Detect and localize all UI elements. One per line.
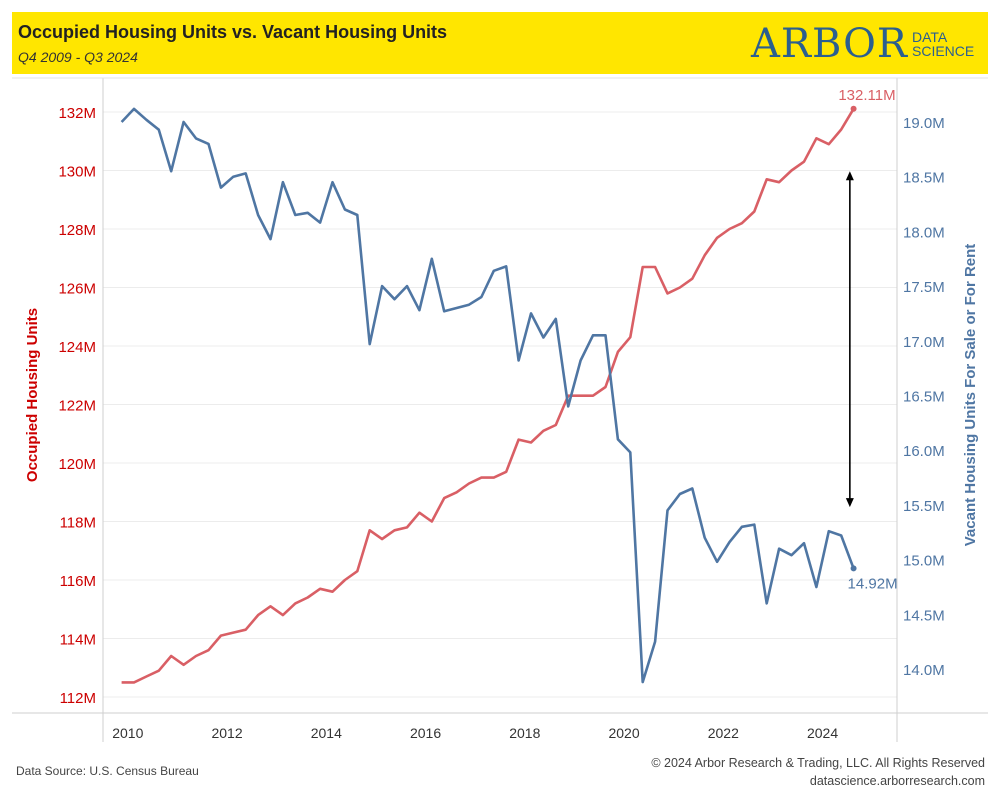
right-tick-label: 19.0M xyxy=(903,115,945,132)
x-tick-label: 2020 xyxy=(608,725,639,741)
logo-sub-line-2: SCIENCE xyxy=(912,43,975,59)
vacant-end-label: 14.92M xyxy=(848,575,898,592)
x-tick-label: 2010 xyxy=(112,725,143,741)
right-tick-label: 15.5M xyxy=(903,498,945,515)
footer-credits: © 2024 Arbor Research & Trading, LLC. Al… xyxy=(651,754,985,790)
left-tick-label: 132M xyxy=(58,105,96,122)
vacant-end-point xyxy=(850,565,857,572)
right-tick-label: 18.0M xyxy=(903,224,945,241)
left-tick-label: 118M xyxy=(60,515,96,532)
copyright-text: © 2024 Arbor Research & Trading, LLC. Al… xyxy=(651,756,985,770)
arbor-logo: ARBOR DATA SCIENCE xyxy=(751,20,978,66)
x-tick-label: 2024 xyxy=(807,725,838,741)
left-tick-label: 128M xyxy=(58,222,96,239)
right-tick-label: 17.5M xyxy=(903,279,945,296)
gap-arrow-head-top xyxy=(845,171,854,181)
logo-main-text: ARBOR xyxy=(750,21,908,67)
x-tick-label: 2022 xyxy=(708,725,739,741)
occupied-series-line xyxy=(121,108,855,684)
x-tick-label: 2012 xyxy=(211,725,242,741)
right-tick-label: 15.0M xyxy=(903,553,945,570)
left-tick-label: 116M xyxy=(60,573,96,590)
right-tick-label: 16.0M xyxy=(903,443,945,460)
gap-arrow-head-bottom xyxy=(845,498,854,508)
right-tick-label: 18.5M xyxy=(903,170,945,187)
left-tick-label: 126M xyxy=(58,281,96,298)
right-tick-label: 16.5M xyxy=(903,389,945,406)
occupied-end-label: 132.11M xyxy=(838,87,895,104)
left-tick-label: 114M xyxy=(60,632,96,649)
chart-subtitle: Q4 2009 - Q3 2024 xyxy=(18,49,138,65)
left-tick-label: 120M xyxy=(58,456,96,473)
gridlines xyxy=(103,111,897,698)
logo-sub-line-1: DATA xyxy=(912,29,948,45)
x-tick-label: 2016 xyxy=(410,725,441,741)
data-source: Data Source: U.S. Census Bureau xyxy=(16,764,199,778)
left-tick-label: 122M xyxy=(58,398,96,415)
left-tick-label: 112M xyxy=(60,690,96,707)
right-tick-label: 14.5M xyxy=(903,607,945,624)
right-tick-label: 14.0M xyxy=(903,662,945,679)
axes xyxy=(12,77,988,742)
left-axis-title: Occupied Housing Units xyxy=(24,308,41,482)
vacant-series-line xyxy=(120,107,855,684)
left-tick-label: 124M xyxy=(58,339,96,356)
header-banner: Occupied Housing Units vs. Vacant Housin… xyxy=(12,12,988,74)
left-tick-label: 130M xyxy=(58,164,96,181)
x-tick-label: 2014 xyxy=(311,725,342,741)
series-lines xyxy=(120,105,857,684)
logo-sub-text: DATA SCIENCE xyxy=(912,30,978,58)
right-tick-label: 17.0M xyxy=(903,334,945,351)
chart-title: Occupied Housing Units vs. Vacant Housin… xyxy=(18,22,448,42)
axis-labels: 112M 114M 116M 118M 120M 122M 124M 126M 128M 130M… xyxy=(24,87,979,741)
right-axis-title: Vacant Housing Units For Sale or For Ren… xyxy=(962,244,979,547)
occupied-end-point xyxy=(850,105,857,112)
x-tick-label: 2018 xyxy=(509,725,540,741)
website-link[interactable]: datascience.arborresearch.com xyxy=(809,774,985,788)
